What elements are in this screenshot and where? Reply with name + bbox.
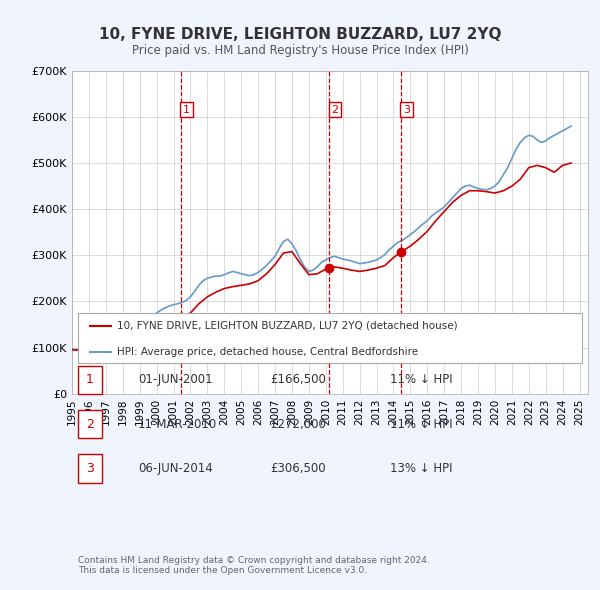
Text: Price paid vs. HM Land Registry's House Price Index (HPI): Price paid vs. HM Land Registry's House … bbox=[131, 44, 469, 57]
Text: 3: 3 bbox=[403, 104, 410, 114]
Text: £272,000: £272,000 bbox=[270, 418, 326, 431]
Text: 13% ↓ HPI: 13% ↓ HPI bbox=[390, 462, 452, 475]
Text: 1: 1 bbox=[183, 104, 190, 114]
Text: 06-JUN-2014: 06-JUN-2014 bbox=[138, 462, 213, 475]
Text: HPI: Average price, detached house, Central Bedfordshire: HPI: Average price, detached house, Cent… bbox=[117, 348, 418, 357]
Text: 10, FYNE DRIVE, LEIGHTON BUZZARD, LU7 2YQ: 10, FYNE DRIVE, LEIGHTON BUZZARD, LU7 2Y… bbox=[99, 27, 501, 41]
Text: £166,500: £166,500 bbox=[270, 373, 326, 386]
Text: 01-JUN-2001: 01-JUN-2001 bbox=[138, 373, 212, 386]
Text: 10, FYNE DRIVE, LEIGHTON BUZZARD, LU7 2YQ (detached house): 10, FYNE DRIVE, LEIGHTON BUZZARD, LU7 2Y… bbox=[117, 321, 458, 330]
Text: 2: 2 bbox=[332, 104, 338, 114]
Text: £306,500: £306,500 bbox=[270, 462, 326, 475]
Text: 11% ↓ HPI: 11% ↓ HPI bbox=[390, 418, 452, 431]
Text: 2: 2 bbox=[86, 418, 94, 431]
Text: 1: 1 bbox=[86, 373, 94, 386]
Text: 11-MAR-2010: 11-MAR-2010 bbox=[138, 418, 217, 431]
Text: Contains HM Land Registry data © Crown copyright and database right 2024.
This d: Contains HM Land Registry data © Crown c… bbox=[78, 556, 430, 575]
Text: 11% ↓ HPI: 11% ↓ HPI bbox=[390, 373, 452, 386]
Text: 3: 3 bbox=[86, 462, 94, 475]
